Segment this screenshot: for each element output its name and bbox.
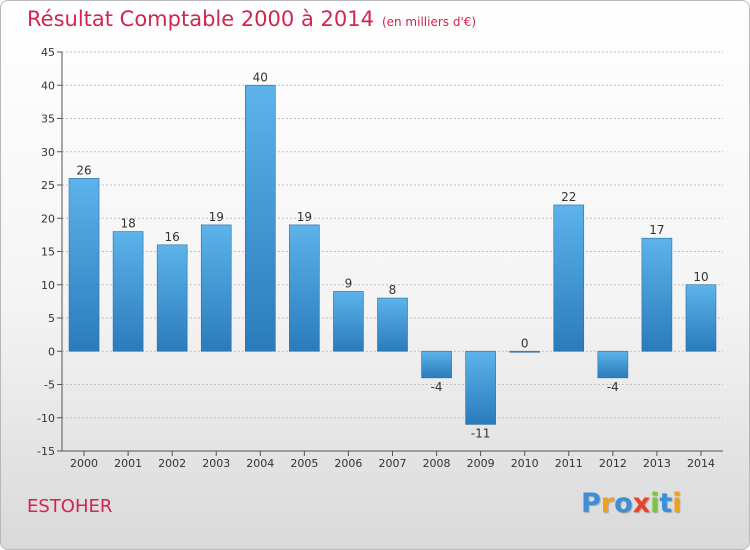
bar [289, 224, 320, 352]
data-label: 9 [345, 276, 353, 290]
data-label: 40 [253, 70, 268, 84]
x-tick-label: 2010 [511, 457, 539, 470]
logo-letter: r [600, 488, 615, 519]
x-tick-label: 2014 [687, 457, 715, 470]
data-label: 22 [561, 190, 576, 204]
bar [509, 350, 541, 353]
data-label: -11 [471, 426, 491, 440]
y-tick-label: 25 [41, 179, 55, 192]
logo-letter: P [581, 488, 601, 519]
bar [597, 350, 629, 379]
data-label: 26 [76, 163, 91, 177]
entity-name: ESTOHER [27, 496, 113, 517]
bar [553, 204, 585, 352]
chart-subtitle: (en milliers d'€) [381, 15, 477, 29]
y-tick-label: 30 [41, 146, 55, 159]
axes [57, 51, 723, 456]
logo-letter: t [659, 488, 673, 519]
x-tick-label: 2001 [114, 457, 142, 470]
data-label: 17 [649, 223, 664, 237]
x-tick-label: 2003 [202, 457, 230, 470]
data-label: 18 [120, 217, 135, 231]
x-tick-label: 2006 [334, 457, 362, 470]
y-tick-label: 20 [41, 212, 55, 225]
data-label: 19 [209, 210, 224, 224]
labels: -15 -10 -5 0 5 10 15 20 25 30 35 40 45 2000 26 2001 18 20… [37, 46, 715, 470]
y-tick-label: 45 [41, 46, 55, 59]
y-tick-label: 35 [41, 113, 55, 126]
y-tick-label: -10 [37, 412, 55, 425]
bar [465, 350, 496, 425]
data-label: 16 [165, 230, 180, 244]
bar [68, 178, 100, 352]
proxiti-logo: Proxiti [581, 488, 682, 519]
data-label: 8 [389, 283, 397, 297]
x-tick-label: 2009 [467, 457, 495, 470]
bar [685, 284, 717, 352]
x-tick-label: 2007 [379, 457, 407, 470]
logo-letter: i [672, 488, 682, 519]
data-label: 19 [297, 210, 312, 224]
x-tick-label: 2011 [555, 457, 583, 470]
bar [245, 84, 276, 352]
x-tick-label: 2004 [246, 457, 274, 470]
bars [68, 84, 717, 425]
data-label: -4 [607, 380, 619, 394]
data-label: 10 [693, 270, 708, 284]
x-tick-label: 2000 [70, 457, 98, 470]
bar [200, 224, 232, 352]
x-tick-label: 2012 [599, 457, 627, 470]
data-label: 0 [521, 336, 529, 350]
x-tick-label: 2013 [643, 457, 671, 470]
x-tick-label: 2002 [158, 457, 186, 470]
bar [112, 231, 144, 352]
logo-letter: i [650, 488, 660, 519]
logo-letter: o [614, 488, 633, 519]
y-tick-label: 15 [41, 246, 55, 259]
y-tick-label: -5 [44, 379, 55, 392]
bar [641, 237, 673, 352]
x-tick-label: 2005 [290, 457, 318, 470]
bar [377, 297, 408, 352]
bar [421, 350, 452, 379]
chart-title-main: Résultat Comptable 2000 à 2014 [27, 7, 374, 31]
data-label: -4 [431, 380, 443, 394]
bar [333, 291, 364, 352]
y-tick-label: 5 [48, 312, 55, 325]
y-tick-label: 0 [48, 345, 55, 358]
y-tick-label: -15 [37, 445, 55, 458]
y-tick-label: 40 [41, 79, 55, 92]
y-tick-label: 10 [41, 279, 55, 292]
chart-title: Résultat Comptable 2000 à 2014 (en millie… [27, 7, 476, 31]
x-tick-label: 2008 [423, 457, 451, 470]
logo-letter: x [632, 488, 651, 519]
bar [156, 244, 188, 352]
